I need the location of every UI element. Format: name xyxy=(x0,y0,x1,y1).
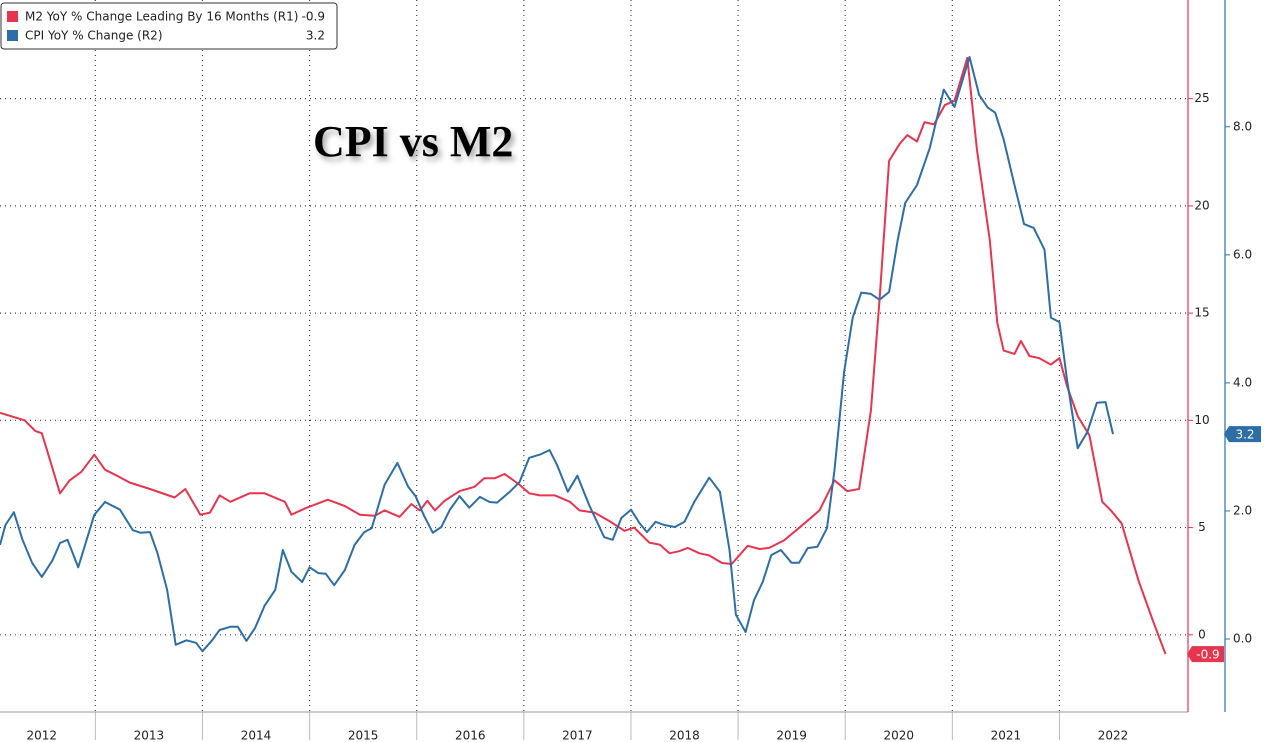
y2-tick-label: 2.0 xyxy=(1233,503,1252,517)
x-tick-label: 2022 xyxy=(1098,729,1129,742)
x-tick-label: 2017 xyxy=(562,729,593,742)
x-tick-label: 2014 xyxy=(241,729,272,742)
legend-label: M2 YoY % Change Leading By 16 Months (R1… xyxy=(25,10,298,24)
y2-tick-label: 6.0 xyxy=(1233,247,1252,261)
x-tick-label: 2012 xyxy=(27,729,58,742)
end-badge xyxy=(1192,646,1224,663)
end-value-label: -0.9 xyxy=(1196,648,1219,662)
y-tick-label: 20 xyxy=(1194,198,1209,212)
x-tick-label: 2020 xyxy=(883,729,914,742)
y-tick-label: 5 xyxy=(1198,520,1206,534)
end-value-label: 3.2 xyxy=(1235,428,1254,442)
end-badge xyxy=(1229,426,1261,443)
x-tick-label: 2021 xyxy=(991,729,1022,742)
y2-tick-label: 0.0 xyxy=(1233,632,1252,646)
y-tick-label: 25 xyxy=(1194,91,1209,105)
legend-swatch xyxy=(7,11,18,22)
y-tick-label: 15 xyxy=(1194,306,1209,320)
x-tick-label: 2016 xyxy=(455,729,486,742)
legend-value: 3.2 xyxy=(306,29,325,43)
x-tick-label: 2019 xyxy=(776,729,807,742)
end-badge-arrow xyxy=(1187,646,1192,663)
y2-tick-label: 8.0 xyxy=(1233,119,1252,133)
legend-label: CPI YoY % Change (R2) xyxy=(25,29,163,43)
y-tick-label: 0 xyxy=(1198,627,1206,641)
x-tick-label: 2015 xyxy=(348,729,379,742)
y-tick-label: 10 xyxy=(1194,413,1209,427)
end-badge-arrow xyxy=(1224,426,1229,443)
series-line xyxy=(0,56,1167,655)
legend-swatch xyxy=(7,30,18,41)
x-tick-label: 2013 xyxy=(134,729,165,742)
y2-tick-label: 4.0 xyxy=(1233,375,1252,389)
legend-value: -0.9 xyxy=(302,10,325,24)
chart-title: CPI vs M2 xyxy=(313,117,513,166)
legend: M2 YoY % Change Leading By 16 Months (R1… xyxy=(0,2,338,50)
series-line xyxy=(0,56,1114,653)
x-tick-label: 2018 xyxy=(669,729,700,742)
legend-box xyxy=(0,2,338,50)
